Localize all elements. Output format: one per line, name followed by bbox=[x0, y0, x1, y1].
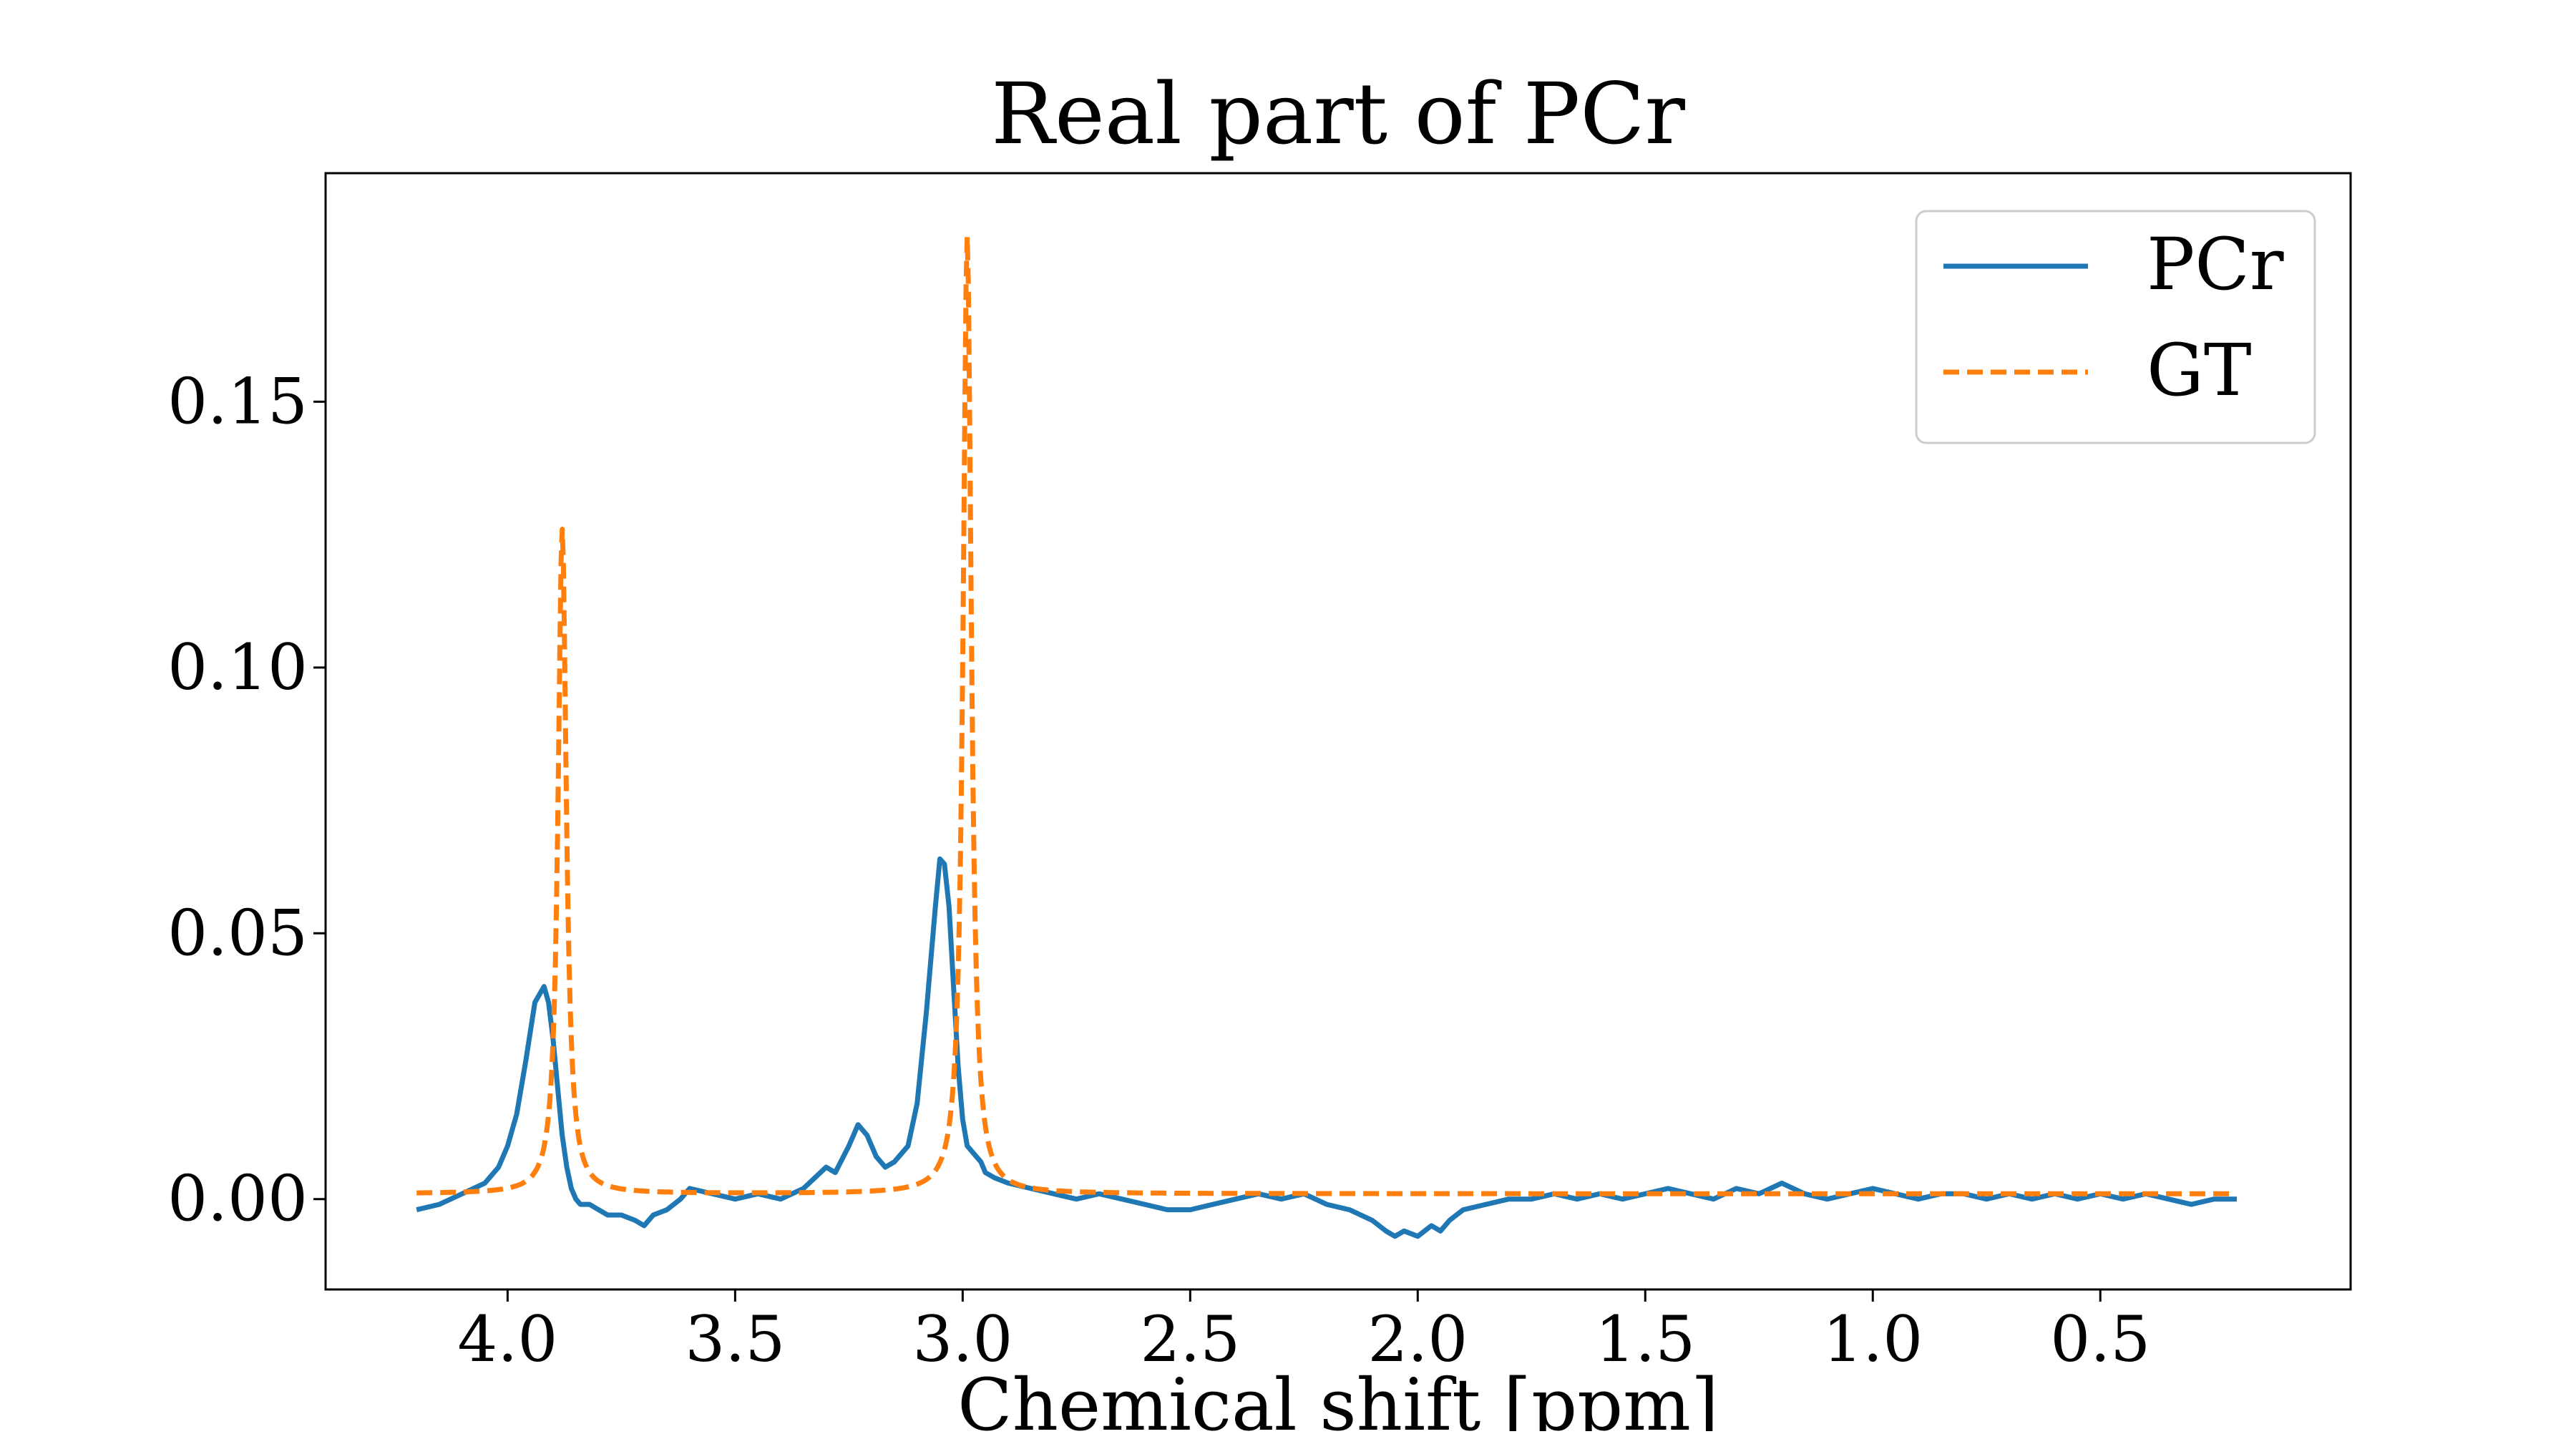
x-tick-label: 0.5 bbox=[2050, 1302, 2150, 1376]
x-tick-label: 4.0 bbox=[457, 1302, 557, 1376]
y-tick-label: 0.05 bbox=[167, 896, 308, 970]
x-tick-label: 3.0 bbox=[912, 1302, 1013, 1376]
series-line-gt bbox=[415, 234, 2238, 1196]
x-tick-label: 1.5 bbox=[1595, 1302, 1695, 1376]
y-tick-label: 0.00 bbox=[167, 1162, 308, 1236]
legend-label-pcr: PCr bbox=[2147, 223, 2284, 306]
x-tick-label: 2.5 bbox=[1140, 1302, 1240, 1376]
y-axis: 0.00 0.05 0.10 0.15 bbox=[167, 364, 326, 1236]
y-tick-label: 0.15 bbox=[167, 364, 308, 438]
legend-label-gt: GT bbox=[2147, 328, 2252, 412]
chart-title: Real part of PCr bbox=[991, 64, 1685, 163]
x-tick-label: 3.5 bbox=[685, 1302, 785, 1376]
legend: PCr GT bbox=[1915, 210, 2316, 444]
series-line-pcr bbox=[416, 856, 2237, 1239]
legend-frame bbox=[1915, 210, 2316, 444]
plot-frame bbox=[324, 172, 2352, 1291]
plot-area bbox=[415, 234, 2238, 1239]
x-axis-label: Chemical shift [ppm] bbox=[957, 1363, 1719, 1431]
x-axis: 4.0 3.5 3.0 2.5 2.0 1.5 1.0 0.5 bbox=[457, 1289, 2150, 1376]
x-tick-label: 1.0 bbox=[1823, 1302, 1923, 1376]
x-tick-label: 2.0 bbox=[1367, 1302, 1468, 1376]
y-tick-label: 0.10 bbox=[167, 630, 308, 704]
